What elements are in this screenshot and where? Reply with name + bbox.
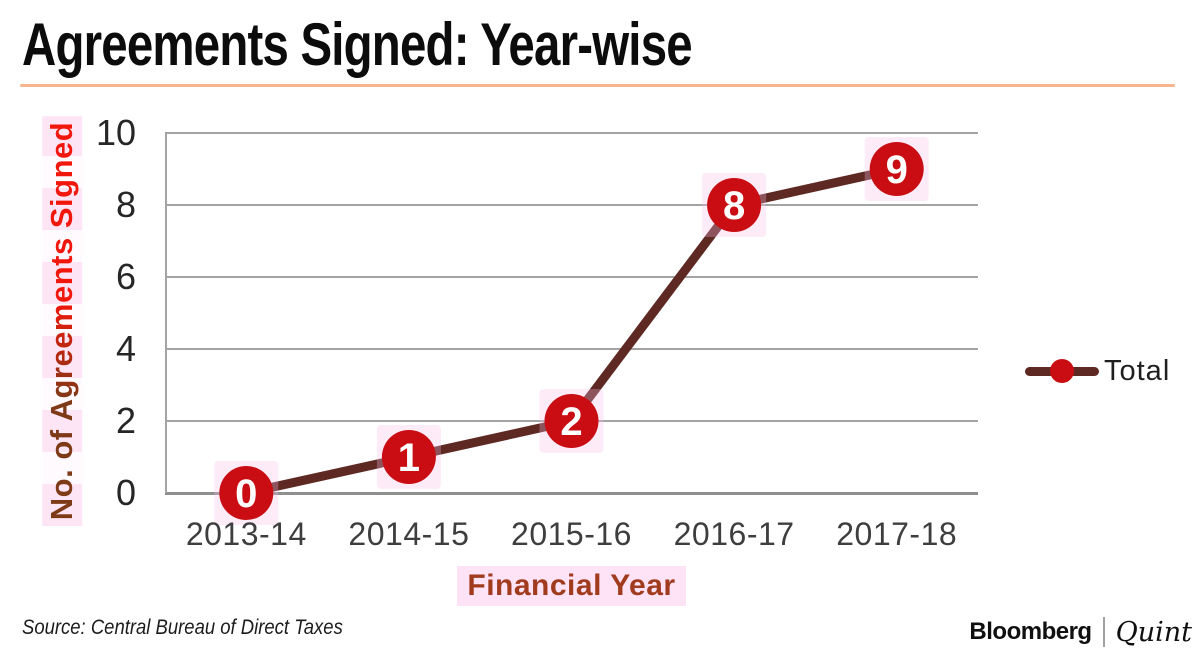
- x-tick-label: 2016-17: [673, 516, 795, 552]
- legend: Total: [1025, 351, 1170, 391]
- gridline: [165, 204, 978, 206]
- bloomberg-quint-logo: Bloomberg Quint: [969, 613, 1192, 651]
- accent-rule: [20, 84, 1175, 87]
- y-axis-title-highlight: No. of Agreements Signed: [42, 115, 82, 527]
- data-point-marker: [381, 430, 436, 484]
- legend-label: Total: [1104, 354, 1171, 387]
- quint-wordmark: Quint: [1115, 616, 1192, 648]
- x-axis-title: Financial Year: [165, 566, 978, 606]
- data-point-marker: [707, 178, 762, 232]
- data-point-marker: [219, 466, 274, 520]
- x-tick-label: 2013-14: [185, 516, 307, 552]
- y-tick-label: 2: [115, 400, 136, 441]
- legend-line-swatch: [1025, 359, 1099, 383]
- data-point-label: 9: [886, 148, 908, 192]
- logo-divider: [1102, 617, 1105, 647]
- data-point-marker: [869, 142, 924, 196]
- y-tick-label: 10: [95, 112, 136, 153]
- y-axis-title-text: No. of Agreements Signed: [44, 121, 79, 521]
- y-axis-border: [165, 133, 167, 493]
- x-tick-label: 2014-15: [348, 516, 470, 552]
- data-point-label: 8: [723, 184, 745, 228]
- y-tick-label: 6: [115, 256, 136, 297]
- gridline: [165, 132, 978, 134]
- x-axis-title-text: Financial Year: [457, 566, 686, 606]
- gridline: [165, 276, 978, 278]
- x-tick-label: 2015-16: [511, 516, 632, 552]
- data-point-label: 2: [560, 400, 582, 444]
- data-point-label: 1: [398, 436, 420, 480]
- y-tick-label: 0: [115, 472, 136, 513]
- y-tick-label: 4: [115, 328, 136, 369]
- series-layer: 0 1 2 8 9: [214, 137, 929, 525]
- gridline: [165, 348, 978, 350]
- source-note: Source: Central Bureau of Direct Taxes: [22, 616, 343, 639]
- plot-area: 0 1 2 8 9: [165, 132, 978, 525]
- data-point-label: 0: [235, 472, 257, 516]
- chart-title: Agreements Signed: Year-wise: [22, 11, 693, 78]
- x-tick-label: 2017-18: [836, 516, 958, 552]
- bloomberg-wordmark: Bloomberg: [969, 618, 1092, 645]
- data-point-marker: [544, 394, 599, 448]
- legend-marker-dot: [1050, 359, 1074, 383]
- y-tick-label: 8: [115, 184, 136, 225]
- x-axis-line: [165, 492, 978, 495]
